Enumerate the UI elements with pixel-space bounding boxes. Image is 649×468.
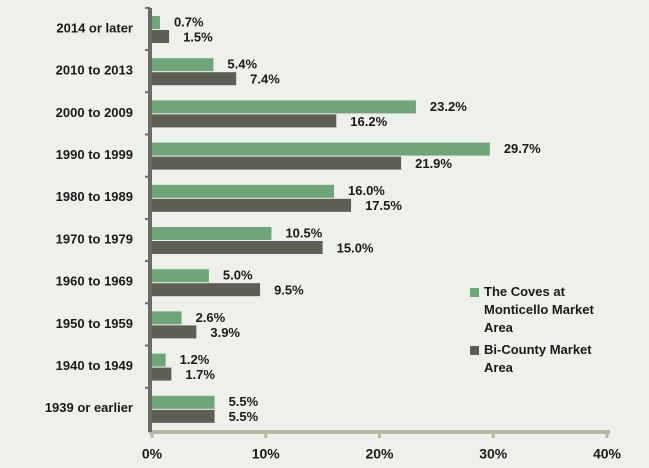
x-tick-label: 40%: [593, 446, 622, 462]
x-tick-label: 20%: [365, 446, 394, 462]
y-tick-label: 1940 to 1949: [56, 358, 133, 373]
legend-item: Bi-County Market Area: [470, 341, 630, 377]
value-label: 7.4%: [250, 72, 280, 87]
bar: [152, 227, 272, 240]
x-tick-label: 0%: [142, 446, 163, 462]
value-label: 29.7%: [504, 141, 541, 156]
value-label: 3.9%: [210, 325, 240, 340]
value-label: 1.7%: [185, 367, 215, 382]
bar: [152, 16, 160, 29]
bar: [152, 72, 237, 86]
bar: [152, 325, 197, 339]
bar: [152, 198, 352, 212]
bar: [152, 156, 402, 170]
value-label: 23.2%: [430, 99, 467, 114]
value-label: 2.6%: [196, 310, 226, 325]
y-tick-label: 2014 or later: [56, 20, 133, 35]
bar: [152, 114, 337, 128]
y-tick-label: 2010 to 2013: [56, 63, 133, 78]
value-label: 5.4%: [227, 57, 257, 72]
bar: [152, 241, 323, 254]
legend: The Coves at Monticello Market Area Bi-Co…: [470, 283, 630, 381]
bar: [152, 311, 182, 325]
value-label: 21.9%: [415, 156, 452, 171]
legend-swatch: [470, 288, 479, 297]
value-label: 16.2%: [350, 114, 387, 129]
legend-label: Bi-County Market Area: [484, 342, 592, 375]
bar: [152, 142, 490, 156]
legend-swatch: [470, 346, 479, 355]
bar: [152, 30, 170, 43]
legend-item: The Coves at Monticello Market Area: [470, 283, 630, 337]
value-label: 5.5%: [229, 394, 259, 409]
value-label: 0.7%: [174, 14, 204, 29]
x-tick-label: 10%: [252, 446, 281, 462]
value-label: 1.5%: [183, 29, 213, 44]
y-tick-label: 2000 to 2009: [56, 105, 133, 120]
value-label: 1.2%: [180, 352, 210, 367]
y-tick-label: 1950 to 1959: [56, 316, 133, 331]
value-label: 9.5%: [274, 283, 304, 298]
value-label: 16.0%: [348, 183, 385, 198]
bar: [152, 353, 166, 367]
value-label: 15.0%: [337, 240, 374, 255]
bar: [152, 184, 334, 198]
legend-label: The Coves at Monticello Market Area: [484, 284, 594, 335]
y-tick-label: 1990 to 1999: [56, 147, 133, 162]
y-tick-label: 1980 to 1989: [56, 189, 133, 204]
x-tick-label: 30%: [479, 446, 508, 462]
bar: [152, 58, 214, 72]
bar: [152, 409, 215, 423]
y-tick-label: 1939 or earlier: [45, 400, 133, 415]
bar: [152, 269, 209, 283]
bar: [152, 283, 261, 297]
value-label: 5.0%: [223, 268, 253, 283]
y-tick-label: 1960 to 1969: [56, 274, 133, 289]
y-tick-label: 1970 to 1979: [56, 231, 133, 246]
value-label: 10.5%: [285, 225, 322, 240]
value-label: 5.5%: [229, 409, 259, 424]
value-label: 17.5%: [365, 198, 402, 213]
bar: [152, 367, 172, 381]
bar: [152, 100, 416, 114]
bar: [152, 395, 215, 409]
